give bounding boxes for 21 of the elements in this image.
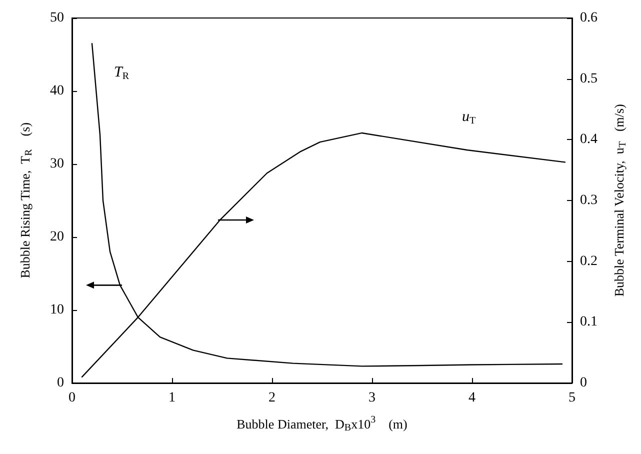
x-tick-label: 1 xyxy=(168,390,176,406)
y-tick-label: 50 xyxy=(50,10,64,26)
y2-tick-label: 0.6 xyxy=(580,10,598,26)
y-tick-label: 0 xyxy=(57,376,64,390)
y2-tick-label: 0 xyxy=(580,376,587,390)
x-tick-label: 4 xyxy=(468,390,476,406)
y2-tick-label: 0.4 xyxy=(580,132,598,148)
y2-tick-label: 0.2 xyxy=(580,254,598,269)
x-tick-label: 3 xyxy=(368,390,376,406)
x-tick-label: 5 xyxy=(568,390,576,406)
y2-tick-label: 0.1 xyxy=(580,314,598,330)
y-tick-label: 30 xyxy=(50,156,64,172)
y-tick-label: 40 xyxy=(50,84,64,98)
text: Bubble Rising Time, TR (s) xyxy=(18,122,34,278)
x-tick-label: 2 xyxy=(268,390,276,406)
y2-tick-label: 0.5 xyxy=(580,71,598,86)
y2-axis-title: Bubble Terminal Velocity, uT (m/s) xyxy=(612,104,628,297)
y2-tick-label: 0.3 xyxy=(580,193,598,208)
x-tick-label: 0 xyxy=(68,390,76,406)
y-tick-label: 20 xyxy=(50,230,64,244)
y-tick-label: 10 xyxy=(50,302,64,318)
